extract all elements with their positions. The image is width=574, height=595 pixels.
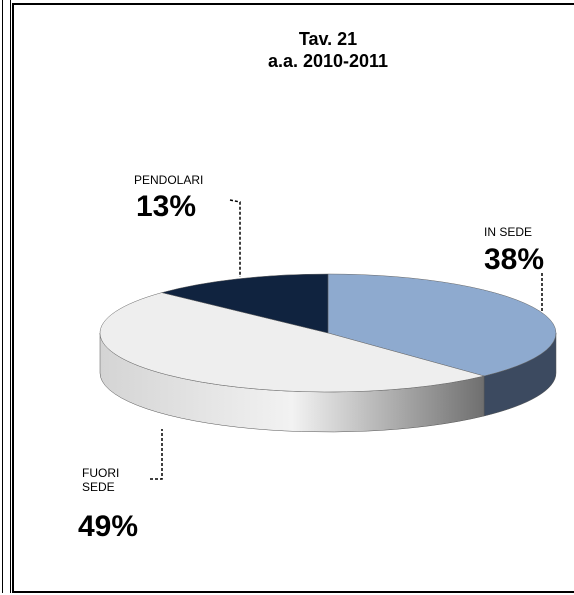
chart-title: Tav. 21 <box>298 29 358 49</box>
category-label: IN SEDE <box>484 225 533 239</box>
chart-subtitle: a.a. 2010-2011 <box>267 51 389 71</box>
slice <box>160 273 329 334</box>
category-label: PENDOLARI <box>134 173 204 187</box>
value-label: 38% <box>484 243 545 276</box>
slice <box>327 273 557 377</box>
leader-line <box>150 429 163 480</box>
value-label: 49% <box>78 510 139 543</box>
leader-line <box>229 199 241 277</box>
outer-frame <box>2 0 11 593</box>
category-label: FUORI SEDE <box>82 466 120 494</box>
slice <box>99 292 486 393</box>
chart-frame: Tav. 21 a.a. 2010-2011 IN SEDE 38% FUORI S… <box>12 3 574 593</box>
value-label: 13% <box>136 190 197 223</box>
chart <box>99 199 557 480</box>
